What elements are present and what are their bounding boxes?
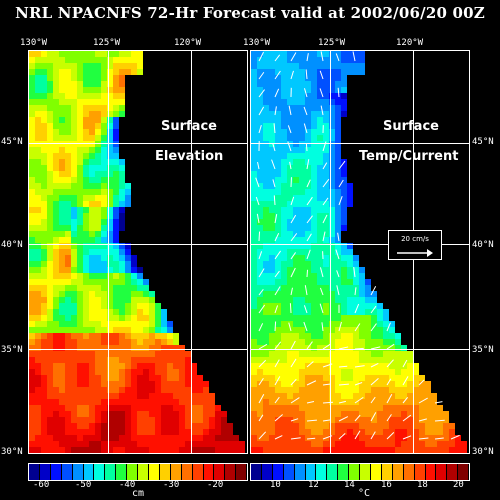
- colorbar-swatch: [327, 464, 339, 480]
- elevation-tick: -30: [163, 480, 180, 490]
- colorbar-swatch: [127, 464, 139, 480]
- temperature-tick: 12: [308, 480, 319, 490]
- temperature-tick: 20: [453, 480, 464, 490]
- elevation-map-panel: Surface Elevation: [28, 50, 248, 454]
- grid-line-45n: [29, 143, 247, 144]
- grid-line-40n: [251, 244, 469, 245]
- colorbar-swatch: [203, 464, 215, 480]
- elevation-unit: cm: [132, 488, 145, 499]
- grid-line-125w: [330, 51, 331, 453]
- temperature-colorbar: [250, 463, 470, 481]
- colorbar-swatch: [436, 464, 448, 480]
- lon-label-130w-left: 130°W: [20, 38, 48, 48]
- colorbar-swatch: [305, 464, 317, 480]
- elevation-tick: -60: [33, 480, 50, 490]
- temperature-tick: 10: [270, 480, 281, 490]
- colorbar-swatch: [236, 464, 248, 480]
- colorbar-swatch: [251, 464, 262, 480]
- colorbar-swatch: [294, 464, 306, 480]
- colorbar-swatch: [414, 464, 426, 480]
- colorbar-swatch: [370, 464, 382, 480]
- colorbar-swatch: [316, 464, 328, 480]
- elevation-tick: -20: [207, 480, 224, 490]
- elevation-tick: -50: [75, 480, 92, 490]
- panel-label-line1: Surface: [383, 119, 439, 134]
- colorbar-swatch: [272, 464, 284, 480]
- colorbar-swatch: [381, 464, 393, 480]
- colorbar-swatch: [72, 464, 84, 480]
- colorbar-swatch: [338, 464, 350, 480]
- colorbar-swatch: [403, 464, 415, 480]
- panel-label-line1: Surface: [161, 119, 217, 134]
- lat-label-40n-left: 40°N: [1, 240, 23, 250]
- lat-label-30n-right: 30°N: [472, 447, 494, 457]
- colorbar-swatch: [170, 464, 182, 480]
- colorbar-swatch: [458, 464, 470, 480]
- colorbar-swatch: [105, 464, 117, 480]
- lon-label-125w-left: 125°W: [93, 38, 121, 48]
- colorbar-swatch: [50, 464, 62, 480]
- colorbar-swatch: [283, 464, 295, 480]
- grid-line-40n: [29, 244, 247, 245]
- colorbar-swatch: [39, 464, 51, 480]
- lon-label-130w-right: 130°W: [243, 38, 271, 48]
- colorbar-swatch: [138, 464, 149, 480]
- lat-label-35n-right: 35°N: [472, 345, 494, 355]
- elevation-field: [29, 51, 245, 453]
- colorbar-swatch: [159, 464, 171, 480]
- colorbar-swatch: [214, 464, 226, 480]
- colorbar-swatch: [360, 464, 371, 480]
- colorbar-swatch: [61, 464, 73, 480]
- colorbar-swatch: [181, 464, 193, 480]
- lat-label-40n-right: 40°N: [472, 240, 494, 250]
- grid-line-35n: [251, 349, 469, 350]
- colorbar-swatch: [29, 464, 40, 480]
- arrow-right-icon: [397, 249, 433, 257]
- panel-label-line2: Temp/Current: [359, 149, 459, 164]
- colorbar-swatch: [349, 464, 361, 480]
- page-title: NRL NPACNFS 72-Hr Forecast valid at 2002…: [15, 4, 485, 22]
- colorbar-swatch: [148, 464, 160, 480]
- temperature-tick: 14: [344, 480, 355, 490]
- colorbar-swatch: [261, 464, 273, 480]
- colorbar-swatch: [94, 464, 106, 480]
- current-scale-label: 20 cm/s: [401, 235, 429, 243]
- lon-label-125w-right: 125°W: [318, 38, 346, 48]
- lat-label-45n-left: 45°N: [1, 137, 23, 147]
- colorbar-swatch: [447, 464, 459, 480]
- temperature-tick: 18: [417, 480, 428, 490]
- grid-line-125w: [108, 51, 109, 453]
- temperature-tick: 16: [381, 480, 392, 490]
- panel-label-line2: Elevation: [155, 149, 224, 164]
- elevation-tick: -40: [119, 480, 136, 490]
- colorbar-swatch: [225, 464, 237, 480]
- colorbar-swatch: [392, 464, 404, 480]
- temperature-unit: °C: [358, 488, 371, 499]
- elevation-colorbar: [28, 463, 248, 481]
- colorbar-swatch: [192, 464, 204, 480]
- lon-label-120w-right: 120°W: [396, 38, 424, 48]
- lat-label-45n-right: 45°N: [472, 137, 494, 147]
- lon-label-120w-left: 120°W: [174, 38, 202, 48]
- colorbar-swatch: [425, 464, 437, 480]
- lat-label-35n-left: 35°N: [1, 345, 23, 355]
- temperature-field: [251, 51, 467, 453]
- current-scale-legend: 20 cm/s: [388, 230, 442, 260]
- lat-label-30n-left: 30°N: [1, 447, 23, 457]
- grid-line-45n: [251, 143, 469, 144]
- colorbar-swatch: [83, 464, 95, 480]
- grid-line-120w: [191, 51, 192, 453]
- colorbar-swatch: [116, 464, 128, 480]
- grid-line-35n: [29, 349, 247, 350]
